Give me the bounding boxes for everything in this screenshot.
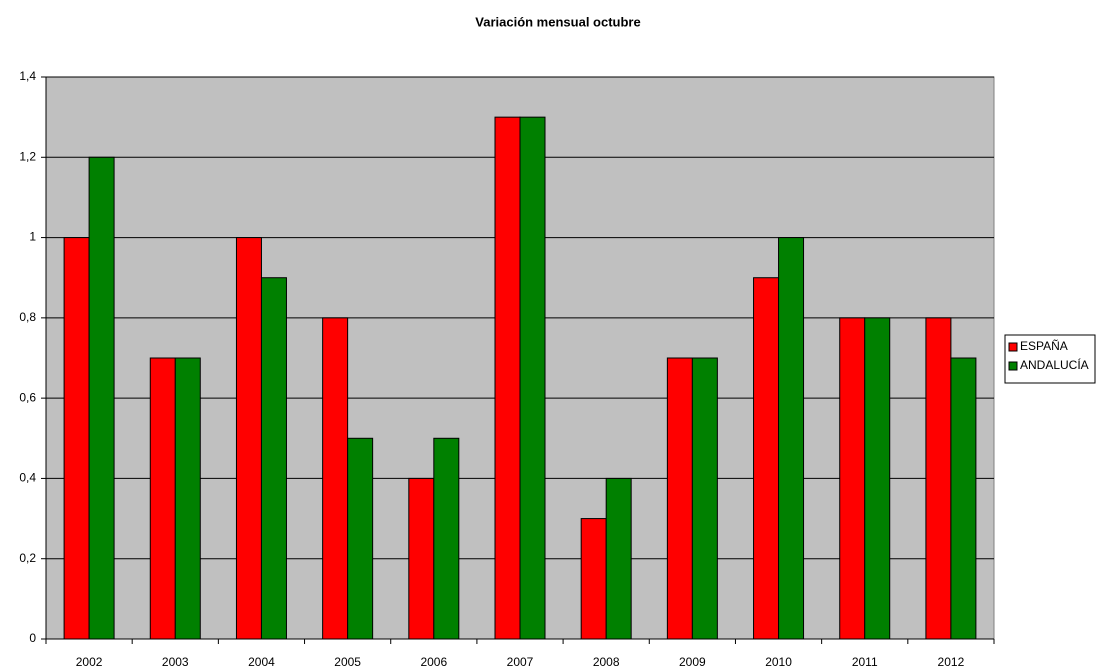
x-tick-label: 2011 [852, 655, 878, 669]
bar [864, 317, 891, 640]
x-tick-label: 2003 [162, 655, 189, 669]
legend-box [1004, 334, 1096, 384]
y-tick-label: 1,2 [19, 149, 36, 163]
y-tick-label: 1 [29, 230, 36, 244]
bar [433, 437, 460, 640]
bar [519, 116, 546, 640]
bar [88, 156, 115, 640]
chart-title: Variación mensual octubre [475, 14, 640, 29]
y-tick-label: 1,4 [19, 69, 36, 83]
bar [753, 277, 780, 640]
legend-swatch [1008, 342, 1018, 352]
y-tick-label: 0,4 [19, 471, 36, 485]
bar [347, 437, 374, 640]
bar [605, 477, 632, 640]
bar [260, 277, 287, 640]
y-tick-label: 0,8 [19, 310, 36, 324]
bar [322, 317, 349, 640]
bar [778, 237, 805, 640]
x-tick-label: 2005 [334, 655, 361, 669]
y-tick-label: 0 [29, 631, 36, 645]
x-tick-label: 2004 [248, 655, 275, 669]
x-tick-label: 2012 [938, 655, 965, 669]
y-tick-label: 0,2 [19, 551, 36, 565]
bar [950, 357, 977, 640]
y-tick-label: 0,6 [19, 390, 36, 404]
bar [925, 317, 952, 640]
legend-label: ESPAÑA [1020, 339, 1068, 353]
legend-swatch [1008, 361, 1018, 371]
bar [63, 237, 90, 640]
x-tick-label: 2008 [593, 655, 620, 669]
bar [839, 317, 866, 640]
bar [149, 357, 176, 640]
x-tick-label: 2007 [507, 655, 534, 669]
bar [174, 357, 201, 640]
bar [666, 357, 693, 640]
x-tick-label: 2010 [765, 655, 792, 669]
bar [691, 357, 718, 640]
x-tick-label: 2002 [76, 655, 103, 669]
legend-label: ANDALUCÍA [1020, 357, 1089, 372]
bar [408, 477, 435, 640]
bar [494, 116, 521, 640]
x-tick-label: 2006 [420, 655, 447, 669]
x-tick-label: 2009 [679, 655, 706, 669]
bar [235, 237, 262, 640]
bar [580, 518, 607, 640]
